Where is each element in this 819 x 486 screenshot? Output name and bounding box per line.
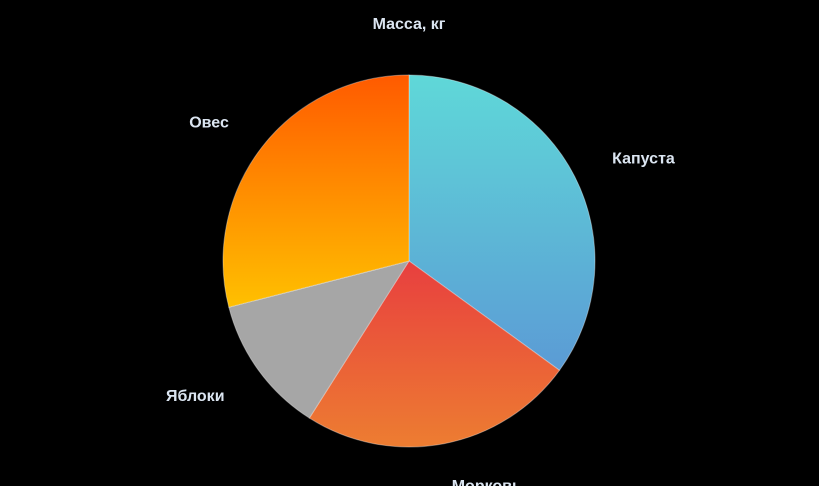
chart-title: Масса, кг [373,16,446,33]
pie-label-0: Капуста [612,150,675,167]
pie-slices [222,74,596,448]
pie-label-3: Овес [189,114,229,131]
pie-labels: Капуста Морковь Яблоки Овес [166,114,675,486]
pie-slice-1 [308,260,561,448]
pie-slice-3 [222,74,410,308]
pie-label-2: Яблоки [166,388,225,405]
pie-slice-0 [408,74,596,372]
pie-slice-2 [228,260,411,419]
pie-label-1: Морковь [452,478,522,486]
